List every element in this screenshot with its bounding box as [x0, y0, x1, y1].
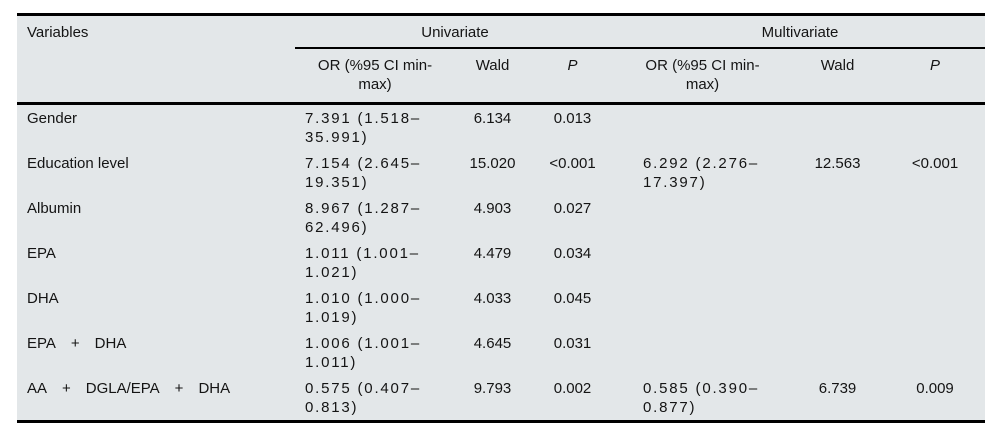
variable-cell: DHA	[27, 290, 59, 307]
table-row-gender: Gender 7.391 (1.518–35.991) 6.134 0.013	[17, 104, 985, 151]
univariate-p-cell: 0.045	[553, 290, 592, 307]
univariate-p-cell: 0.002	[553, 380, 592, 397]
multivariate-or-cell	[615, 330, 790, 375]
univariate-wald-cell: 4.903	[473, 200, 512, 217]
univariate-or-cell: 1.011 (1.001–1.021)	[305, 245, 420, 281]
table-row-albumin: Albumin 8.967 (1.287–62.496) 4.903 0.027	[17, 195, 985, 240]
univariate-or-cell: 1.006 (1.001–1.011)	[305, 335, 421, 371]
multivariate-p-cell	[885, 240, 985, 285]
table-row-aa-dgla-epa-dha: AA + DGLA/EPA + DHA 0.575 (0.407–0.813) …	[17, 375, 985, 422]
or-ci-header-text: OR (%95 CI min-max)	[317, 57, 433, 93]
column-group-univariate: Univariate	[295, 14, 616, 49]
multivariate-or-cell	[615, 104, 790, 151]
univariate-or-cell: 7.154 (2.645–19.351)	[305, 155, 421, 191]
table-row-epa-plus-dha: EPA + DHA 1.006 (1.001–1.011) 4.645 0.03…	[17, 330, 985, 375]
multivariate-wald-cell	[790, 330, 885, 375]
multivariate-wald-cell: 6.739	[818, 380, 857, 397]
multivariate-p-cell	[885, 104, 985, 151]
variable-cell: EPA	[27, 245, 56, 262]
variable-cell: Education level	[27, 155, 129, 172]
multivariate-or-cell	[615, 195, 790, 240]
multivariate-wald-cell	[790, 285, 885, 330]
multivariate-or-cell: 6.292 (2.276–17.397)	[643, 155, 759, 191]
multivariate-wald-cell	[790, 104, 885, 151]
multivariate-p-cell	[885, 195, 985, 240]
column-header-univariate-or-ci: OR (%95 CI min-max)	[295, 48, 455, 105]
variable-cell: Gender	[27, 110, 78, 127]
multivariate-p-cell	[885, 330, 985, 375]
multivariate-or-cell: 0.585 (0.390–0.877)	[643, 380, 759, 416]
column-header-multivariate-wald: Wald	[790, 48, 886, 105]
variable-cell: Albumin	[27, 200, 82, 217]
multivariate-wald-cell: 12.563	[814, 155, 861, 172]
univariate-wald-cell: 4.645	[473, 335, 512, 352]
univariate-wald-cell: 9.793	[473, 380, 512, 397]
column-header-multivariate-or-ci: OR (%95 CI min-max)	[615, 48, 791, 105]
univariate-or-cell: 8.967 (1.287–62.496)	[305, 200, 421, 236]
multivariate-p-cell: 0.009	[916, 380, 954, 397]
variable-cell: AA + DGLA/EPA + DHA	[27, 380, 231, 397]
univariate-p-cell: 0.034	[553, 245, 592, 262]
column-header-univariate-p: P	[530, 48, 616, 105]
univariate-wald-cell: 6.134	[473, 110, 512, 127]
multivariate-wald-cell	[790, 195, 885, 240]
or-ci-header-text: OR (%95 CI min-max)	[645, 57, 760, 93]
univariate-p-cell: <0.001	[549, 155, 596, 172]
multivariate-p-cell	[885, 285, 985, 330]
univariate-wald-cell: 4.479	[473, 245, 512, 262]
univariate-wald-cell: 4.033	[473, 290, 512, 307]
univariate-or-cell: 1.010 (1.000–1.019)	[305, 290, 421, 326]
table-row-epa: EPA 1.011 (1.001–1.021) 4.479 0.034	[17, 240, 985, 285]
column-header-variables: Variables	[17, 14, 295, 105]
multivariate-or-cell	[615, 240, 790, 285]
table-row-dha: DHA 1.010 (1.000–1.019) 4.033 0.045	[17, 285, 985, 330]
regression-results-table: Variables Univariate Multivariate OR (%9…	[17, 13, 986, 423]
column-header-univariate-wald: Wald	[455, 48, 530, 105]
multivariate-or-cell	[615, 285, 790, 330]
header-row-measures: OR (%95 CI min-max) Wald P OR (%95 CI mi…	[17, 48, 986, 105]
column-header-multivariate-p: P	[885, 48, 986, 105]
univariate-p-cell: 0.027	[553, 200, 592, 217]
univariate-wald-cell: 15.020	[469, 155, 516, 172]
multivariate-wald-cell	[790, 240, 885, 285]
univariate-p-cell: 0.013	[553, 110, 592, 127]
table-row-education-level: Education level 7.154 (2.645–19.351) 15.…	[17, 150, 985, 195]
univariate-or-cell: 7.391 (1.518–35.991)	[305, 110, 421, 146]
univariate-p-cell: 0.031	[553, 335, 592, 352]
univariate-or-cell: 0.575 (0.407–0.813)	[305, 380, 421, 416]
multivariate-p-cell: <0.001	[911, 155, 959, 172]
header-row-groups: Variables Univariate Multivariate	[17, 14, 986, 105]
variable-cell: EPA + DHA	[27, 335, 127, 352]
column-group-multivariate: Multivariate	[615, 14, 986, 49]
